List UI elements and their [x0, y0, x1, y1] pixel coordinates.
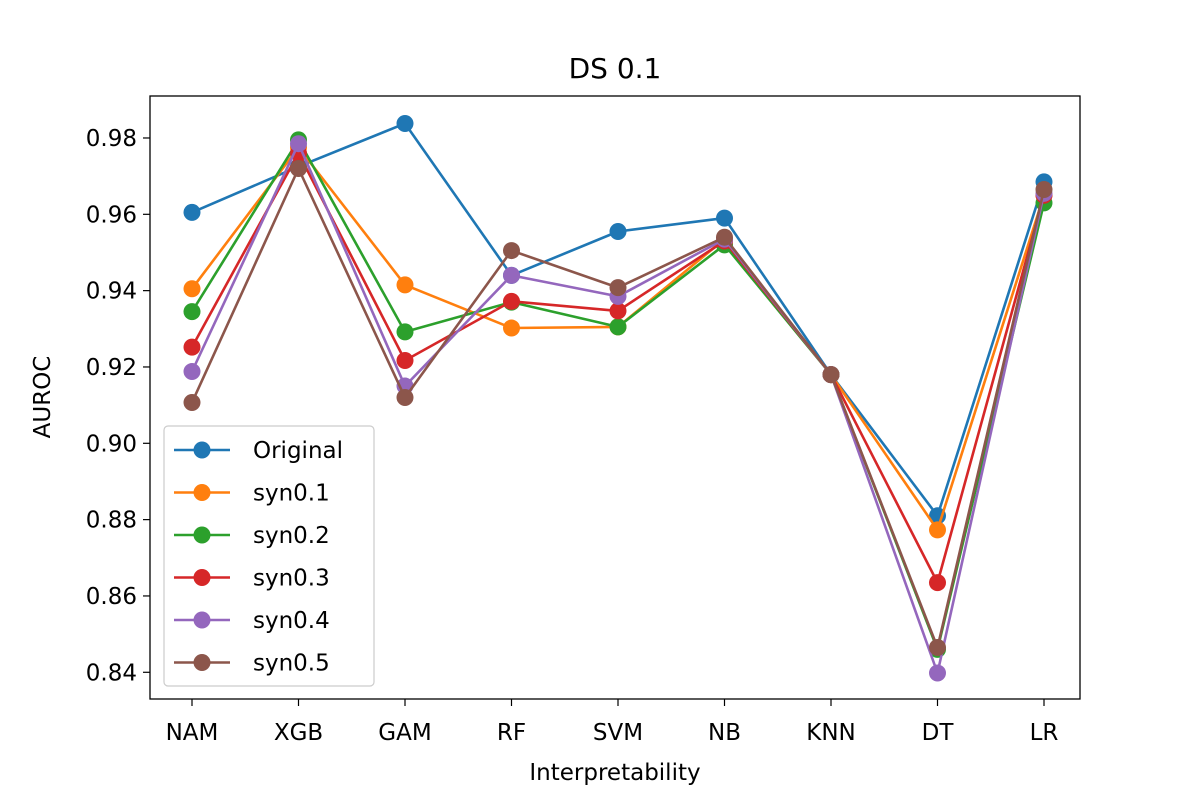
legend-entry: syn0.5	[174, 651, 330, 677]
data-point	[609, 222, 627, 240]
x-tick-label: NB	[708, 720, 741, 746]
data-point	[183, 363, 201, 381]
data-point	[183, 280, 201, 298]
legend-entry: syn0.2	[174, 523, 330, 549]
legend-label: syn0.5	[253, 651, 330, 677]
data-point	[183, 203, 201, 221]
legend-label: syn0.2	[253, 523, 330, 549]
x-tick-label: LR	[1030, 720, 1059, 746]
x-tick-label: NAM	[166, 720, 219, 746]
data-point	[396, 351, 414, 369]
data-point	[503, 292, 520, 310]
y-axis-label: AUROC	[30, 356, 56, 439]
x-tick-label: DT	[922, 720, 955, 746]
legend-label: syn0.3	[253, 566, 330, 592]
x-axis-label: Interpretability	[529, 760, 700, 786]
x-tick-label: SVM	[593, 720, 643, 746]
legend-marker	[193, 611, 211, 629]
x-tick-label: XGB	[274, 720, 323, 746]
y-tick-label: 0.88	[86, 508, 137, 534]
legend-marker	[193, 654, 211, 671]
data-point	[503, 266, 520, 284]
legend-box	[163, 425, 375, 687]
legend-entry: syn0.4	[174, 608, 330, 634]
plot-area-frame	[149, 95, 1081, 700]
data-point	[290, 160, 307, 178]
data-point	[716, 209, 733, 227]
data-point	[183, 303, 201, 321]
legend-label: Original	[253, 438, 343, 464]
data-point	[503, 319, 520, 337]
legend-marker	[193, 484, 211, 501]
data-point	[396, 276, 414, 294]
data-point	[609, 302, 627, 320]
series-syn0-5	[183, 160, 1053, 656]
y-tick-label: 0.84	[86, 660, 137, 686]
data-point	[929, 638, 946, 656]
data-point	[822, 366, 840, 384]
data-point	[716, 228, 733, 246]
chart-title: DS 0.1	[569, 52, 662, 85]
x-tick-label: GAM	[378, 720, 431, 746]
y-tick-label: 0.86	[86, 584, 137, 610]
x-tick-label: RF	[497, 720, 526, 746]
y-tick-label: 0.98	[86, 126, 137, 152]
data-point	[183, 393, 201, 411]
legend-marker	[193, 526, 211, 544]
data-point	[503, 242, 520, 260]
data-point	[183, 338, 201, 356]
legend-marker	[193, 569, 211, 586]
y-tick-label: 0.92	[86, 355, 137, 381]
x-tick-label: KNN	[806, 720, 856, 746]
legend-entry: syn0.1	[174, 481, 330, 507]
y-tick-label: 0.96	[86, 202, 137, 228]
y-tick-label: 0.94	[86, 279, 137, 305]
legend-label: syn0.1	[253, 481, 330, 507]
legend-entry: syn0.3	[174, 566, 330, 592]
data-point	[609, 318, 627, 336]
data-point	[396, 323, 414, 341]
data-point	[929, 521, 946, 539]
data-point	[290, 135, 307, 153]
legend-label: syn0.4	[253, 608, 330, 634]
data-point	[396, 389, 414, 406]
data-point	[929, 664, 946, 682]
legend-marker	[193, 441, 211, 459]
y-tick-label: 0.90	[86, 431, 137, 457]
legend-entry: Original	[174, 438, 343, 464]
data-point	[929, 574, 946, 592]
data-point	[609, 279, 627, 297]
data-point	[1035, 181, 1053, 199]
data-point	[396, 114, 414, 132]
